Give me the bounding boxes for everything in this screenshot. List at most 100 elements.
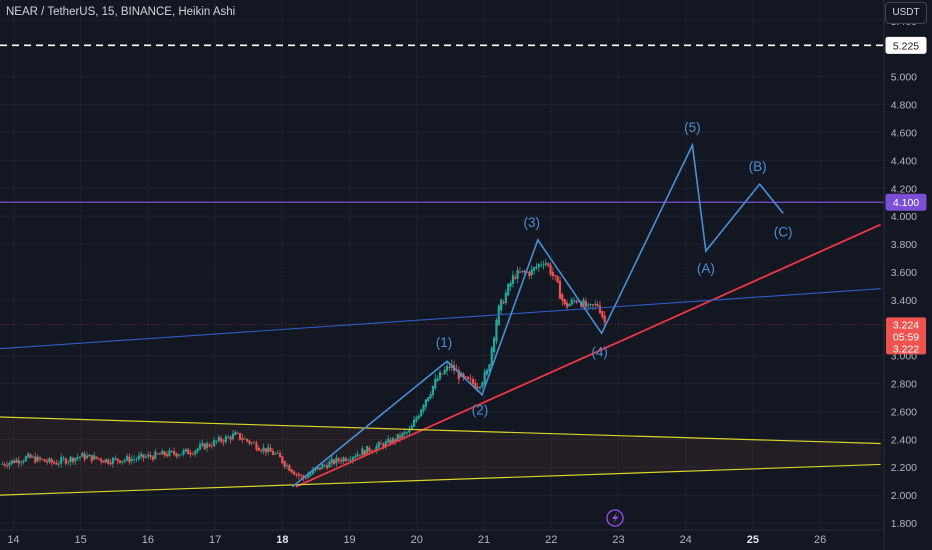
candle-body	[413, 419, 416, 427]
candle-body	[213, 440, 216, 447]
candle-body	[135, 459, 138, 461]
grid	[0, 0, 884, 530]
candle-body	[236, 432, 239, 434]
candle-body	[220, 438, 223, 442]
price-tick-label: 4.000	[891, 211, 917, 223]
candle-body	[307, 475, 310, 479]
candle-body	[241, 437, 244, 440]
candle-body	[424, 399, 427, 407]
candle-body	[29, 454, 32, 458]
candle-body	[245, 438, 249, 442]
candle-body	[163, 451, 166, 456]
candle-body	[238, 433, 242, 440]
candle-body	[90, 455, 93, 462]
candle-body	[62, 458, 65, 460]
time-tick-label: 26	[814, 534, 826, 546]
trend-line-channel-top[interactable]	[0, 416, 881, 445]
trend-line-channel-bottom[interactable]	[0, 463, 881, 496]
candle-body	[349, 459, 352, 461]
candle-body	[572, 300, 576, 302]
candle-body	[394, 439, 397, 442]
candle-body	[10, 460, 13, 464]
candle-body	[88, 454, 91, 457]
candle-body	[231, 433, 235, 440]
candle-body	[380, 443, 383, 445]
price-tag: 4.100	[885, 193, 927, 211]
candle-body	[443, 369, 446, 374]
time-tick-label: 14	[7, 534, 19, 546]
svg-text:5.225: 5.225	[893, 40, 919, 52]
candle-body	[354, 456, 357, 458]
candle-body	[168, 450, 171, 456]
time-tick-label: 20	[411, 534, 423, 546]
candle-body	[78, 456, 82, 458]
candle-body	[114, 458, 117, 460]
candle-body	[224, 436, 227, 442]
lightning-icon[interactable]	[606, 509, 624, 527]
candle-body	[173, 451, 176, 455]
candle-body	[69, 456, 72, 462]
candle-body	[405, 432, 409, 433]
candle-body	[20, 462, 23, 463]
time-axis[interactable]: 14 15 16 17 18 19 20 21 22 23 24 25 26	[7, 534, 826, 546]
candle-body	[471, 379, 475, 384]
candle-body	[182, 450, 185, 455]
candle-body	[293, 471, 296, 475]
candle-body	[485, 370, 489, 375]
candle-body	[76, 457, 79, 459]
candle-body	[598, 305, 602, 314]
trend-line-rising[interactable]	[0, 288, 881, 350]
candle-body	[481, 382, 484, 388]
time-tick-label: 15	[75, 534, 87, 546]
wave-label: (B)	[749, 159, 767, 174]
candle-body	[177, 454, 180, 456]
candle-body	[396, 434, 399, 441]
time-tick-label: 24	[680, 534, 692, 546]
candle-body	[276, 452, 279, 454]
candle-body	[448, 367, 451, 368]
symbol-title[interactable]: NEAR / TetherUS, 15, BINANCE, Heikin Ash…	[6, 6, 236, 18]
candle-body	[389, 439, 392, 445]
candle-body	[243, 438, 246, 440]
candle-body	[427, 397, 430, 402]
candle-body	[318, 467, 322, 470]
candle-body	[514, 277, 517, 279]
candle-body	[283, 461, 286, 467]
svg-text:05:59: 05:59	[893, 331, 919, 343]
time-tick-label: 22	[545, 534, 557, 546]
candle-body	[365, 445, 369, 454]
candle-body	[248, 440, 251, 444]
candle-body	[227, 436, 230, 438]
price-tick-label: 2.400	[891, 434, 917, 446]
candle-body	[285, 465, 289, 466]
candle-body	[391, 437, 395, 444]
currency-button[interactable]: USDT	[885, 2, 927, 24]
candle-body	[431, 385, 435, 396]
candle-body	[229, 436, 232, 440]
candle-body	[67, 461, 70, 463]
candle-body	[467, 376, 470, 380]
candle-body	[104, 458, 107, 463]
candle-body	[43, 459, 46, 462]
trend-line-support[interactable]	[295, 223, 882, 488]
candle-body	[340, 460, 343, 462]
candle-body	[3, 464, 6, 466]
candle-body	[271, 450, 275, 455]
candle-body	[81, 453, 84, 457]
candle-body	[290, 469, 293, 473]
candle-body	[267, 446, 270, 452]
price-tick-label: 1.800	[891, 518, 917, 530]
candle-body	[97, 458, 100, 460]
time-tick-label: 21	[478, 534, 490, 546]
candle-body	[260, 450, 263, 452]
candle-body	[530, 269, 533, 275]
candle-body	[201, 443, 204, 446]
candle-body	[189, 453, 192, 455]
candle-body	[147, 454, 150, 457]
candle-body	[297, 474, 300, 476]
candle-body	[500, 299, 503, 311]
elliott-wave-line[interactable]	[291, 142, 784, 488]
price-tick-label: 4.200	[891, 183, 917, 195]
